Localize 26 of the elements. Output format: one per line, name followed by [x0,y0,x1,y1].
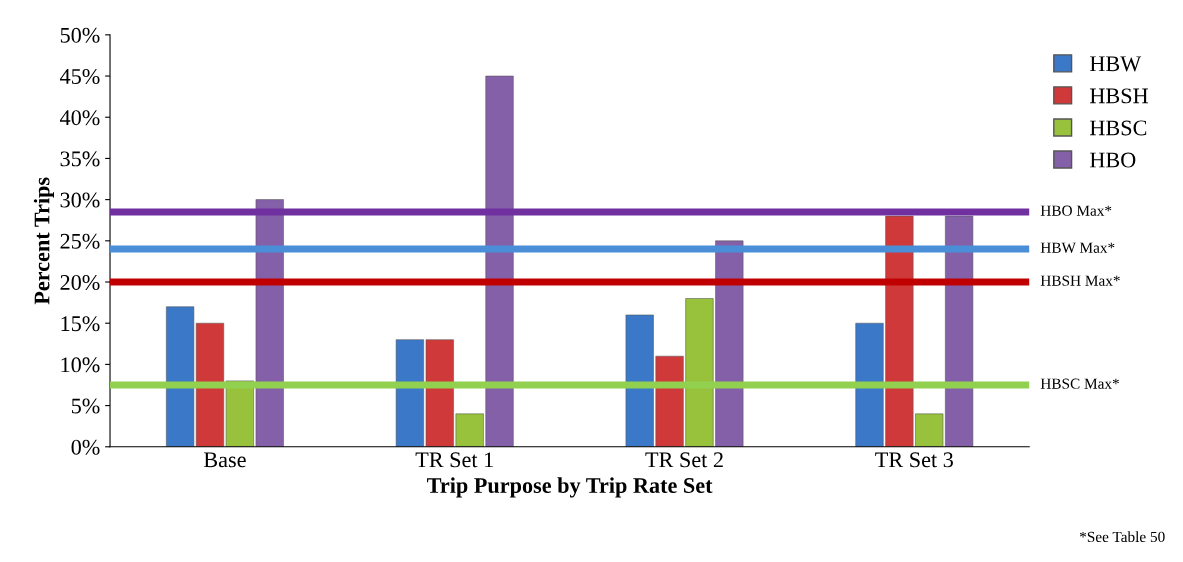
ref-line-label: HBW Max* [1040,242,1115,253]
x-tick-label: TR Set 2 [645,452,723,468]
x-tick-label: TR Set 3 [875,452,953,468]
y-tick-label: 0% [71,439,100,455]
x-tick-label: Base [203,452,246,468]
y-tick-label: 15% [61,316,100,332]
y-tick-label: 10% [61,357,100,373]
x-tick-label: TR Set 1 [415,452,493,468]
legend-label: HBO [1090,152,1136,168]
y-tick-label: 50% [60,27,100,43]
y-tick-label: 20% [60,274,100,291]
x-axis-title: Trip Purpose by Trip Rate Set [427,477,713,498]
ref-line-label: HBSH Max* [1040,275,1120,286]
y-tick-label: 25% [60,233,100,249]
y-tick-label: 35% [60,151,100,167]
text: *See Table 50 [1079,531,1165,543]
legend-label: HBSC [1090,120,1147,136]
legend-label: HBW [1090,56,1142,72]
legend-label: HBSH [1090,88,1148,104]
y-tick-label: 5% [71,398,100,414]
y-tick-label: 40% [60,110,100,126]
y-tick-label: 45% [60,68,100,85]
ref-line-label: HBSC Max* [1040,378,1119,389]
ref-line-label: HBO Max* [1040,205,1112,216]
y-axis-title: Percent Trips [33,177,55,305]
y-tick-label: 30% [60,192,100,208]
